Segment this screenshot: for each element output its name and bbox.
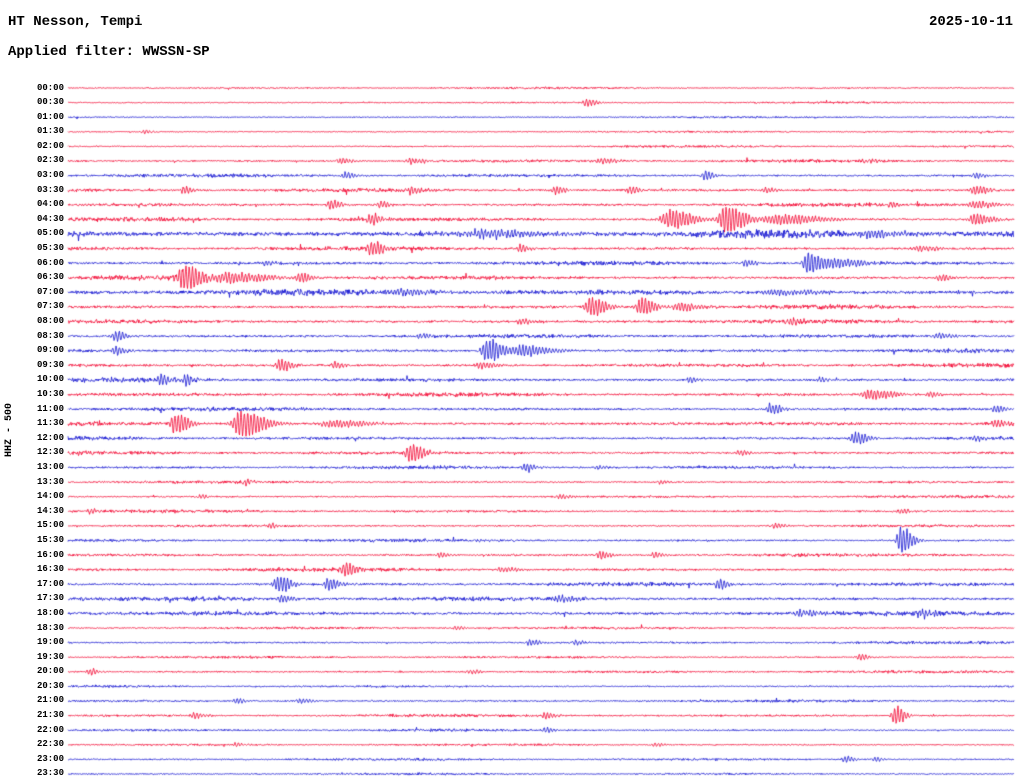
- time-label: 17:30: [36, 593, 64, 604]
- channel-scale-label: HHZ - 500: [4, 403, 15, 458]
- time-label: 07:30: [36, 301, 64, 312]
- time-label: 18:00: [36, 607, 64, 618]
- time-label: 06:30: [36, 272, 64, 283]
- time-label: 08:00: [36, 316, 64, 327]
- time-label: 18:30: [36, 622, 64, 633]
- time-label: 11:00: [36, 403, 64, 414]
- time-label: 10:30: [36, 388, 64, 399]
- time-label: 02:30: [36, 155, 64, 166]
- time-label: 17:00: [36, 578, 64, 589]
- time-label: 05:00: [36, 228, 64, 239]
- time-label: 00:30: [36, 97, 64, 108]
- time-label: 11:30: [36, 418, 64, 429]
- time-label: 07:00: [36, 286, 64, 297]
- time-label: 19:00: [36, 637, 64, 648]
- time-label: 12:00: [36, 432, 64, 443]
- time-label: 23:00: [36, 753, 64, 764]
- time-label: 03:30: [36, 184, 64, 195]
- time-label: 19:30: [36, 651, 64, 662]
- time-label: 08:30: [36, 330, 64, 341]
- time-label: 21:30: [36, 710, 64, 721]
- time-label: 16:30: [36, 564, 64, 575]
- time-label: 01:00: [36, 111, 64, 122]
- filter-label: Applied filter: WWSSN-SP: [8, 44, 210, 60]
- time-label: 06:00: [36, 257, 64, 268]
- time-label: 12:30: [36, 447, 64, 458]
- time-label: 23:30: [36, 768, 64, 779]
- time-label: 04:30: [36, 213, 64, 224]
- time-label: 14:30: [36, 505, 64, 516]
- time-label: 09:00: [36, 345, 64, 356]
- time-label: 04:00: [36, 199, 64, 210]
- time-label: 10:00: [36, 374, 64, 385]
- time-label: 02:00: [36, 140, 64, 151]
- time-label: 20:30: [36, 680, 64, 691]
- time-label: 20:00: [36, 666, 64, 677]
- time-label: 16:00: [36, 549, 64, 560]
- time-label: 01:30: [36, 126, 64, 137]
- time-label: 14:00: [36, 491, 64, 502]
- time-label: 05:30: [36, 243, 64, 254]
- time-label: 00:00: [36, 82, 64, 93]
- time-label: 22:00: [36, 724, 64, 735]
- time-label: 21:00: [36, 695, 64, 706]
- time-label: 13:30: [36, 476, 64, 487]
- station-title: HT Nesson, Tempi: [8, 14, 143, 30]
- date-label: 2025-10-11: [928, 14, 1013, 30]
- time-label: 13:00: [36, 461, 64, 472]
- time-label: 15:30: [36, 534, 64, 545]
- time-label: 03:00: [36, 170, 64, 181]
- time-label: 15:00: [36, 520, 64, 531]
- time-label: 09:30: [36, 359, 64, 370]
- time-label: 22:30: [36, 739, 64, 750]
